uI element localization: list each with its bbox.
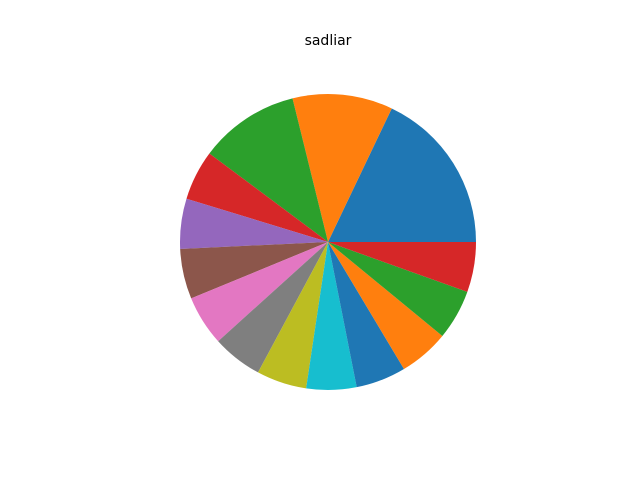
pie-slice-9 [258, 242, 328, 389]
pie-slice-3 [209, 98, 328, 242]
pie-slice-2 [292, 93, 392, 243]
pie-slice-1 [328, 108, 476, 242]
pie-slices [179, 93, 476, 390]
pie-slice-8 [218, 242, 328, 373]
pie-slice-14 [328, 242, 476, 292]
pie-slice-13 [328, 242, 468, 336]
pie-slice-10 [306, 242, 357, 390]
pie-slice-11 [328, 242, 404, 388]
pie-slice-5 [179, 198, 328, 249]
pie-slice-7 [191, 242, 328, 342]
pie-slice-4 [186, 153, 328, 242]
chart-title: sadliar [304, 33, 352, 49]
pie-slice-12 [328, 242, 443, 369]
pie-slice-6 [180, 242, 328, 299]
